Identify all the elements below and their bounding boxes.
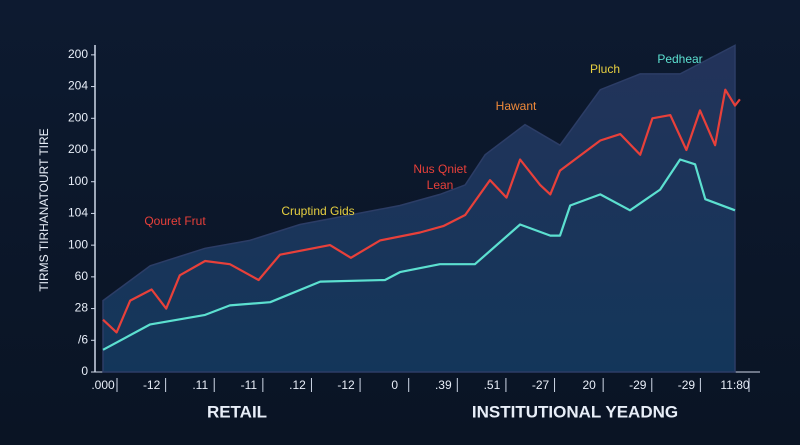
x-tick-label: -11 <box>241 378 258 392</box>
y-tick-label: 28 <box>75 301 89 315</box>
y-tick-label: 200 <box>68 110 88 124</box>
annotation: Pluch <box>590 62 620 76</box>
y-tick-label: 104 <box>68 206 88 220</box>
y-tick-label: /6 <box>78 332 88 346</box>
x-tick-label: 0 <box>391 378 398 392</box>
area <box>102 44 736 373</box>
y-tick-label: 100 <box>68 174 88 188</box>
x-tick-label: .11 <box>192 378 208 392</box>
annotation: Nus Qniet <box>413 162 467 176</box>
y-tick-label: 100 <box>68 237 88 251</box>
x-tick-label: 11:80 <box>720 378 749 392</box>
x-tick-label: -27 <box>532 378 550 392</box>
y-tick-label: 0 <box>81 364 88 378</box>
x-tick-label: .000 <box>91 378 115 392</box>
x-axis-title: INSTITUTIONAL YEADNG <box>472 402 678 421</box>
x-tick-label: -12 <box>337 378 355 392</box>
x-tick-label: .39 <box>435 378 452 392</box>
annotation: Cruptind Gids <box>281 204 354 218</box>
x-axis-title: RETAIL <box>207 402 267 421</box>
annotation: Lean <box>427 178 454 192</box>
x-tick-label: .12 <box>289 378 306 392</box>
x-tick-label: 20 <box>582 378 596 392</box>
annotation: Qouret Frut <box>144 214 206 228</box>
annotation: Pedhear <box>657 52 702 66</box>
y-tick-label: 204 <box>68 79 88 93</box>
x-tick-label: -29 <box>629 378 647 392</box>
y-tick-label: 60 <box>75 269 89 283</box>
line <box>102 88 741 334</box>
x-tick-label: -12 <box>143 378 161 392</box>
y-tick-label: 200 <box>68 47 88 61</box>
y-axis-title: TIRMS TIRHANATOURT TIRE <box>37 128 51 291</box>
annotation: Hawant <box>496 99 537 113</box>
x-tick-label: -29 <box>678 378 696 392</box>
line <box>102 158 736 351</box>
x-tick-label: .51 <box>484 378 501 392</box>
y-tick-label: 200 <box>68 142 88 156</box>
